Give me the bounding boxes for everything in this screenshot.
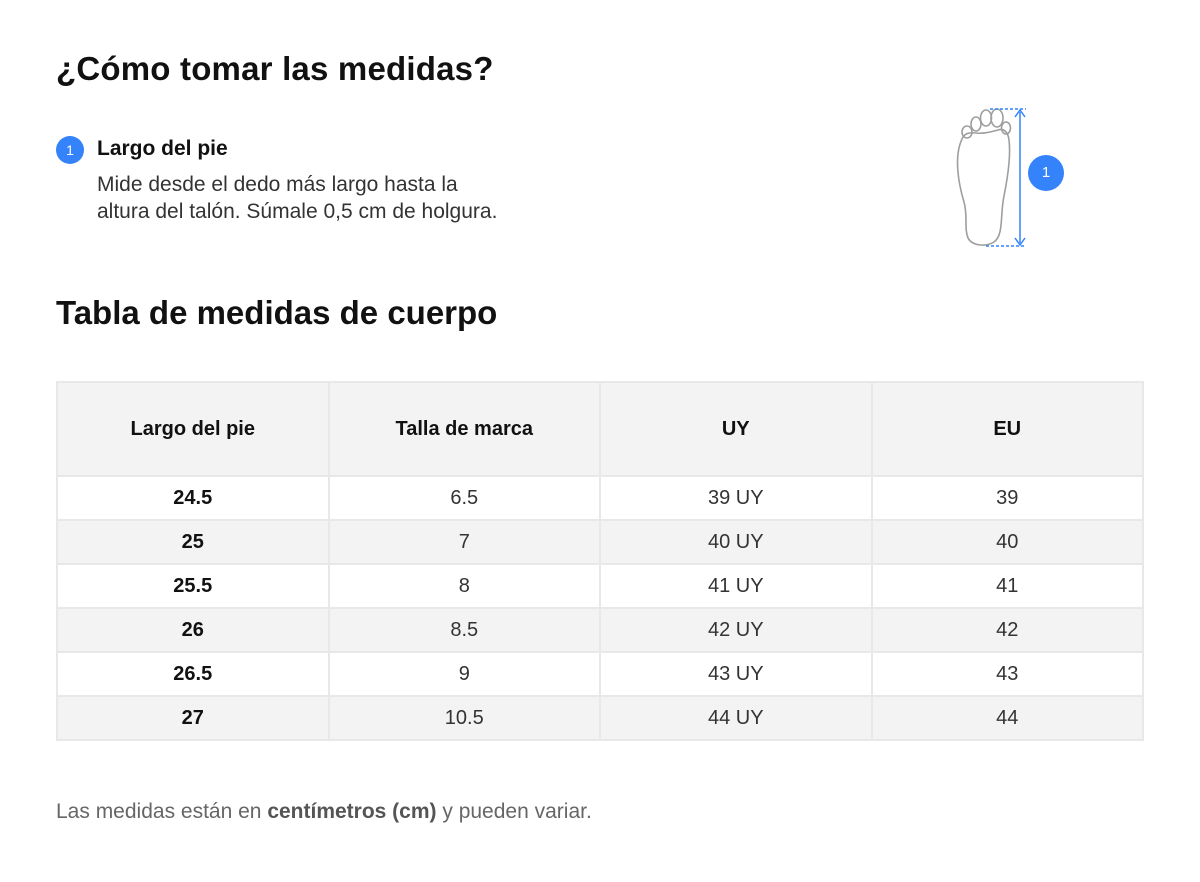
header-brand-size: Talla de marca [327, 381, 601, 477]
cell-brand-size: 7 [327, 519, 601, 565]
cell-foot-length: 26.5 [56, 651, 330, 697]
table-row: 25.5 8 41 UY 41 [56, 563, 1144, 609]
cell-foot-length: 25 [56, 519, 330, 565]
header-foot-length: Largo del pie [56, 381, 330, 477]
cell-uy: 44 UY [599, 695, 873, 741]
cell-uy: 40 UY [599, 519, 873, 565]
table-row: 26 8.5 42 UY 42 [56, 607, 1144, 653]
cell-eu: 41 [870, 563, 1144, 609]
cell-eu: 43 [870, 651, 1144, 697]
cell-eu: 39 [870, 475, 1144, 521]
cell-eu: 40 [870, 519, 1144, 565]
table-section-title: Tabla de medidas de cuerpo [56, 294, 498, 331]
cell-eu: 44 [870, 695, 1144, 741]
units-note-prefix: Las medidas están en [56, 800, 268, 823]
foot-outline-icon [956, 108, 1026, 247]
cell-foot-length: 25.5 [56, 563, 330, 609]
page-title: ¿Cómo tomar las medidas? [56, 50, 494, 87]
step-description: Mide desde el dedo más largo hasta la al… [97, 171, 597, 225]
header-uy: UY [599, 381, 873, 477]
cell-brand-size: 8 [327, 563, 601, 609]
size-table: Largo del pie Talla de marca UY EU 24.5 … [56, 381, 1144, 741]
table-row: 24.5 6.5 39 UY 39 [56, 475, 1144, 521]
cell-brand-size: 6.5 [327, 475, 601, 521]
cell-eu: 42 [870, 607, 1144, 653]
cell-brand-size: 9 [327, 651, 601, 697]
step-description-line-2: altura del talón. Súmale 0,5 cm de holgu… [97, 200, 498, 223]
units-note-emphasis: centímetros (cm) [267, 800, 437, 823]
cell-foot-length: 26 [56, 607, 330, 653]
table-row: 26.5 9 43 UY 43 [56, 651, 1144, 697]
header-eu: EU [870, 381, 1144, 477]
table-header-row: Largo del pie Talla de marca UY EU [56, 381, 1144, 477]
cell-foot-length: 24.5 [56, 475, 330, 521]
table-row: 25 7 40 UY 40 [56, 519, 1144, 565]
units-note: Las medidas están en centímetros (cm) y … [56, 800, 592, 824]
step-number-badge: 1 [56, 136, 84, 164]
cell-brand-size: 8.5 [327, 607, 601, 653]
table-row: 27 10.5 44 UY 44 [56, 695, 1144, 741]
step-title: Largo del pie [97, 137, 228, 160]
cell-foot-length: 27 [56, 695, 330, 741]
cell-uy: 42 UY [599, 607, 873, 653]
cell-uy: 43 UY [599, 651, 873, 697]
illustration-badge: 1 [1028, 155, 1064, 191]
foot-measure-illustration: 1 [948, 104, 1068, 254]
step-description-line-1: Mide desde el dedo más largo hasta la [97, 173, 458, 196]
cell-uy: 39 UY [599, 475, 873, 521]
cell-brand-size: 10.5 [327, 695, 601, 741]
units-note-suffix: y pueden variar. [436, 800, 592, 823]
cell-uy: 41 UY [599, 563, 873, 609]
